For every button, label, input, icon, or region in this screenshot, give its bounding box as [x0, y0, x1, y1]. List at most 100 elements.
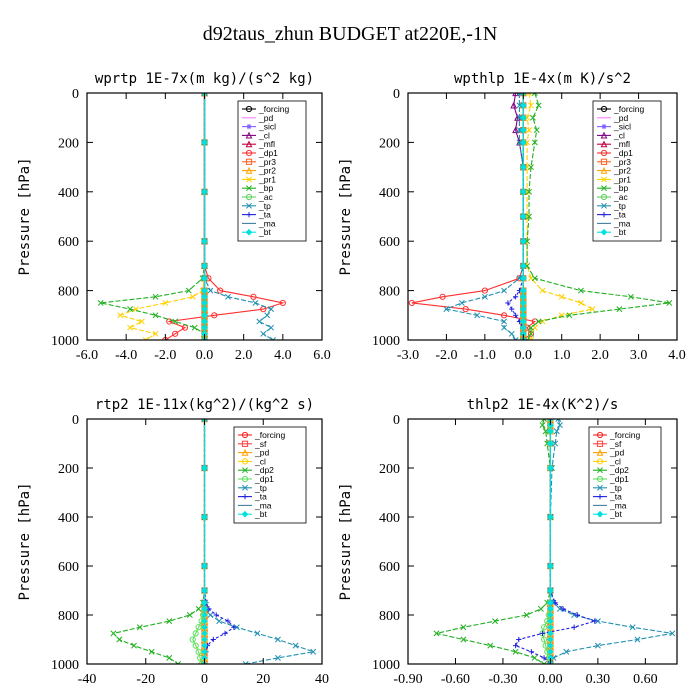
series-point-ta: [213, 612, 219, 618]
series-point-bt: [201, 274, 208, 282]
series-point-pr1: [117, 312, 124, 319]
legend-label: _ac: [258, 192, 273, 202]
series-point-tp: [512, 337, 519, 340]
series-point-dp1: [217, 287, 224, 294]
series-point-bt: [201, 311, 208, 319]
legend-box: [588, 426, 662, 524]
legend-label: _ta: [258, 210, 271, 220]
legend-label: _bp: [258, 183, 273, 193]
legend-label: _ta: [254, 492, 267, 502]
legend-marker: [241, 458, 249, 465]
x-tick-label: -1.0: [474, 348, 496, 363]
legend-marker: [600, 140, 608, 148]
x-tick-label: -20: [136, 672, 155, 687]
legend-label: _mfl: [258, 139, 275, 149]
legend-label: _dp1: [613, 148, 633, 158]
series-point-ta: [560, 606, 566, 612]
series-line-bp: [100, 93, 206, 340]
series-point-dp2: [460, 636, 467, 643]
x-tick-label: 0.0: [515, 348, 533, 363]
series-line-tp: [444, 93, 524, 340]
legend-label: _dp2: [609, 465, 629, 475]
x-tick-label: 20: [256, 672, 270, 687]
series-point-tp: [233, 624, 240, 631]
chart-panel-1: wprtp 1E-7x(m kg)/(s^2 kg) Pressure [hPa]…: [17, 71, 331, 363]
legend-marker: [600, 193, 608, 201]
series-group: [408, 93, 673, 340]
series-point-dp1: [540, 636, 548, 643]
series-point-bp: [528, 164, 534, 171]
legend-marker: [242, 467, 248, 474]
legend-marker: [600, 149, 608, 157]
legend-marker: [245, 105, 253, 113]
y-tick-label: 400: [379, 511, 400, 526]
series-point-bt: [201, 305, 208, 313]
legend-label: _pd: [613, 113, 628, 123]
series-point-bt: [547, 605, 554, 613]
series-point-tp: [256, 318, 263, 325]
series-point-ta: [528, 649, 535, 655]
x-tick-label: 0: [201, 672, 208, 687]
legend-marker: [596, 475, 604, 483]
panel-title: wprtp 1E-7x(m kg)/(s^2 kg): [95, 71, 314, 87]
legend-marker: [246, 185, 252, 192]
legend-marker: [597, 484, 603, 491]
series-point-bt: [201, 617, 208, 625]
series-point-dp1: [500, 312, 508, 319]
legend-label: _tp: [258, 201, 271, 211]
series-point-tp: [555, 419, 562, 422]
series-point-dp1: [279, 299, 286, 307]
series-point-pr1: [528, 102, 534, 109]
series-point-tp: [634, 636, 641, 643]
series-point-bp: [577, 287, 584, 294]
series-point-bt: [547, 513, 554, 521]
series-point-tp: [516, 93, 523, 96]
legend-marker: [601, 212, 607, 218]
series-point-bt: [519, 287, 527, 294]
series-point-dp1: [439, 293, 446, 300]
y-axis-label: Pressure [hPa]: [338, 157, 354, 275]
series-point-tp: [264, 312, 271, 319]
series-point-bt: [201, 648, 208, 656]
series-point-ta: [539, 630, 546, 636]
series-point-bt: [519, 299, 527, 307]
legend-marker: [241, 440, 249, 447]
series-point-tp: [292, 642, 299, 649]
series-point-ta: [509, 306, 515, 312]
series-point-bt: [519, 237, 527, 245]
series-point-pr1: [589, 306, 596, 313]
legend-label: _sf: [254, 439, 267, 449]
series-point-bt: [201, 599, 208, 607]
legend-label: _bp: [613, 183, 628, 193]
series-line-bp: [526, 93, 670, 340]
series-point-bp: [152, 312, 159, 319]
y-tick-label: 1000: [51, 334, 79, 349]
series-point-bp: [191, 324, 198, 331]
series-group: [433, 419, 676, 664]
series-point-bt: [547, 617, 554, 625]
series-point-tp: [270, 337, 276, 340]
legend-marker: [246, 124, 252, 130]
legend-label: _bt: [258, 227, 271, 237]
series-point-tp: [516, 114, 523, 121]
series-point-ta: [210, 636, 216, 643]
series-point-bt: [547, 587, 554, 594]
series-group: [110, 419, 317, 664]
series-point-tp: [254, 630, 261, 637]
legend-label: _tp: [254, 483, 267, 493]
series-point-dp2: [541, 419, 548, 422]
series-point-dp1: [481, 287, 488, 294]
legend-marker: [245, 149, 253, 157]
series-point-tp: [310, 648, 317, 655]
series-point-tp: [225, 293, 231, 300]
series-point-bp: [172, 318, 179, 325]
y-tick-label: 1000: [372, 658, 400, 673]
x-tick-label: 4.0: [668, 348, 686, 363]
series-point-bp: [185, 287, 192, 294]
legend-marker: [245, 228, 253, 236]
series-point-pr1: [189, 293, 196, 300]
series-point-ta: [222, 630, 228, 636]
plot-frame: [407, 92, 678, 341]
legend-label: _cl: [254, 456, 266, 466]
figure-title: d92taus_zhun BUDGET at220E,-1N: [203, 23, 498, 45]
